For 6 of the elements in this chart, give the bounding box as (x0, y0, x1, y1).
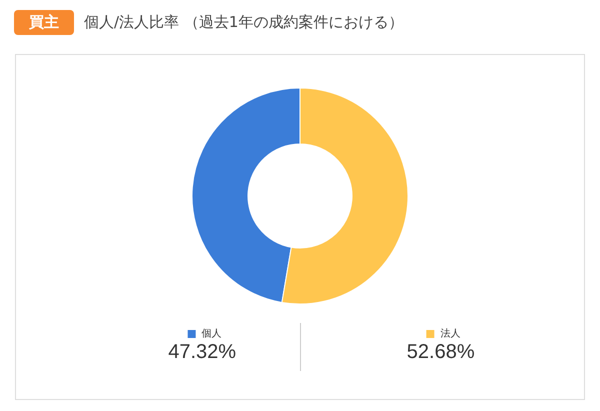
data-label: 52.68% (406, 341, 475, 363)
text: 買主 (14, 10, 74, 34)
data-label: 47.32% (168, 341, 236, 363)
legend-label: 法人 (440, 328, 460, 340)
chart-subtitle: 個人/法人比率 （過去1年の成約案件における） (84, 12, 404, 32)
legend-label: 個人 (202, 328, 222, 340)
